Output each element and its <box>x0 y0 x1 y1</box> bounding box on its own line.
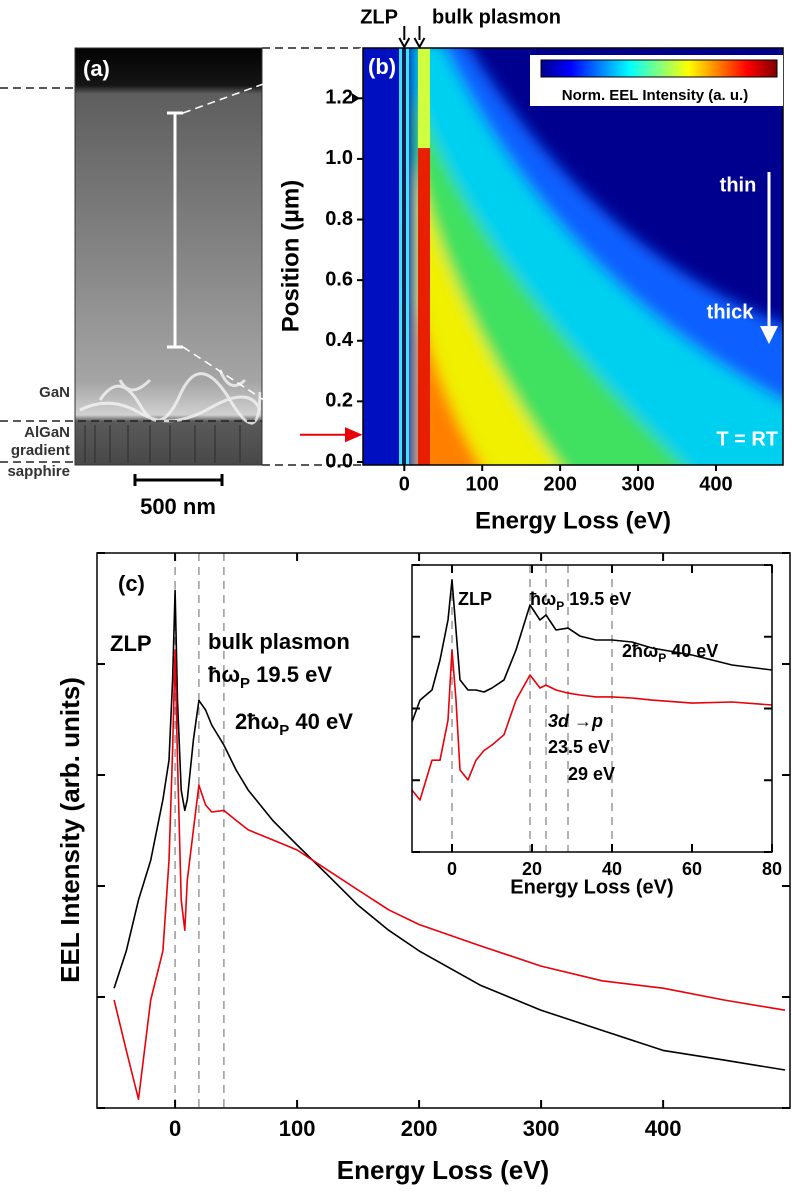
x-tick-label: 100 <box>279 1116 316 1141</box>
x-tick-label: 0 <box>399 473 410 495</box>
plot-area <box>113 553 786 1108</box>
y-tick-label: 0.6 <box>325 268 353 290</box>
series-line <box>113 589 786 1071</box>
series-line <box>412 579 772 723</box>
annotation: T = RT <box>716 428 778 450</box>
inset-background <box>412 565 772 852</box>
y-tick-label: 1.2 <box>325 87 353 109</box>
panel-label: (b) <box>368 54 396 79</box>
plot-frame <box>362 47 784 466</box>
y-axis-label: Position (µm) <box>277 180 304 332</box>
panel-label: (c) <box>118 571 145 596</box>
panel-label: (a) <box>83 56 110 81</box>
annotation: bulk plasmon <box>208 629 350 654</box>
annotation: ħωP 19.5 eV <box>208 662 332 693</box>
x-tick-label: 60 <box>682 859 702 879</box>
annotation: 3d →p <box>548 711 603 731</box>
position-marker <box>352 93 360 104</box>
x-tick-label: 200 <box>543 473 576 495</box>
colorbar <box>540 59 778 78</box>
plot-area <box>412 565 772 852</box>
annotation: thin <box>720 174 757 196</box>
annotation: 2ħωP 40 eV <box>622 641 718 665</box>
peak-label: ZLP <box>360 6 398 28</box>
guide-lines <box>0 47 364 466</box>
x-tick-label: 300 <box>621 473 654 495</box>
x-tick-label: 0 <box>447 859 457 879</box>
x-axis-label: Energy Loss (eV) <box>337 1155 549 1185</box>
scale-bar <box>133 474 224 486</box>
inset-plot: 0 20 40 60 80 <box>411 564 782 879</box>
peak-arrow <box>398 26 411 50</box>
layer-label: GaN <box>39 384 70 401</box>
y-tick-label: 0.4 <box>325 329 354 351</box>
y-tick-label: 0.2 <box>325 390 353 412</box>
y-axis-label: EEL Intensity (arb. units) <box>55 677 85 983</box>
annotation: 2ħωP 40 eV <box>235 709 353 740</box>
x-axis-label: Energy Loss (eV) <box>475 507 671 534</box>
sem-image <box>74 47 263 466</box>
layer-label: AlGaN <box>24 424 70 441</box>
annotation: 29 eV <box>568 764 615 784</box>
arrow-head <box>760 326 778 344</box>
plot-frame <box>411 564 773 853</box>
x-tick-label: 300 <box>523 1116 560 1141</box>
x-tick-label: 80 <box>762 859 782 879</box>
peak-label: bulk plasmon <box>432 6 561 28</box>
main-plot: 0 100 200 300 400 <box>96 552 791 1141</box>
annotation: ħωP 19.5 eV <box>530 589 631 613</box>
position-marker <box>300 427 363 443</box>
annotation: thick <box>707 301 755 323</box>
x-tick-label: 200 <box>401 1116 438 1141</box>
series-line <box>113 649 786 1100</box>
scale-bar-label: 500 nm <box>140 494 216 519</box>
peak-arrow <box>413 26 426 50</box>
annotation: ZLP <box>458 589 492 609</box>
series-line <box>412 649 772 801</box>
y-tick-label: 1.0 <box>325 147 353 169</box>
heatmap-axes: 0 100 200 300 400 0.0 0.2 0.4 0.6 0.8 1.0 1.2 <box>325 47 784 495</box>
colorbar-label: Norm. EEL Intensity (a. u.) <box>562 87 748 104</box>
plot-frame <box>96 552 791 1109</box>
x-tick-label: 400 <box>645 1116 682 1141</box>
x-tick-label: 400 <box>699 473 732 495</box>
x-tick-label: 100 <box>466 473 499 495</box>
x-tick-label: 0 <box>169 1116 181 1141</box>
layer-label: gradient <box>11 442 70 459</box>
layer-label: sapphire <box>7 463 70 480</box>
heatmap-image <box>363 48 783 465</box>
x-tick-label: 40 <box>602 859 622 879</box>
annotation: ZLP <box>110 631 152 656</box>
y-tick-label: 0.0 <box>325 450 353 472</box>
x-tick-label: 20 <box>522 859 542 879</box>
y-tick-label: 0.8 <box>325 208 353 230</box>
x-axis-label: Energy Loss (eV) <box>510 876 673 898</box>
annotation: 23.5 eV <box>548 737 610 757</box>
